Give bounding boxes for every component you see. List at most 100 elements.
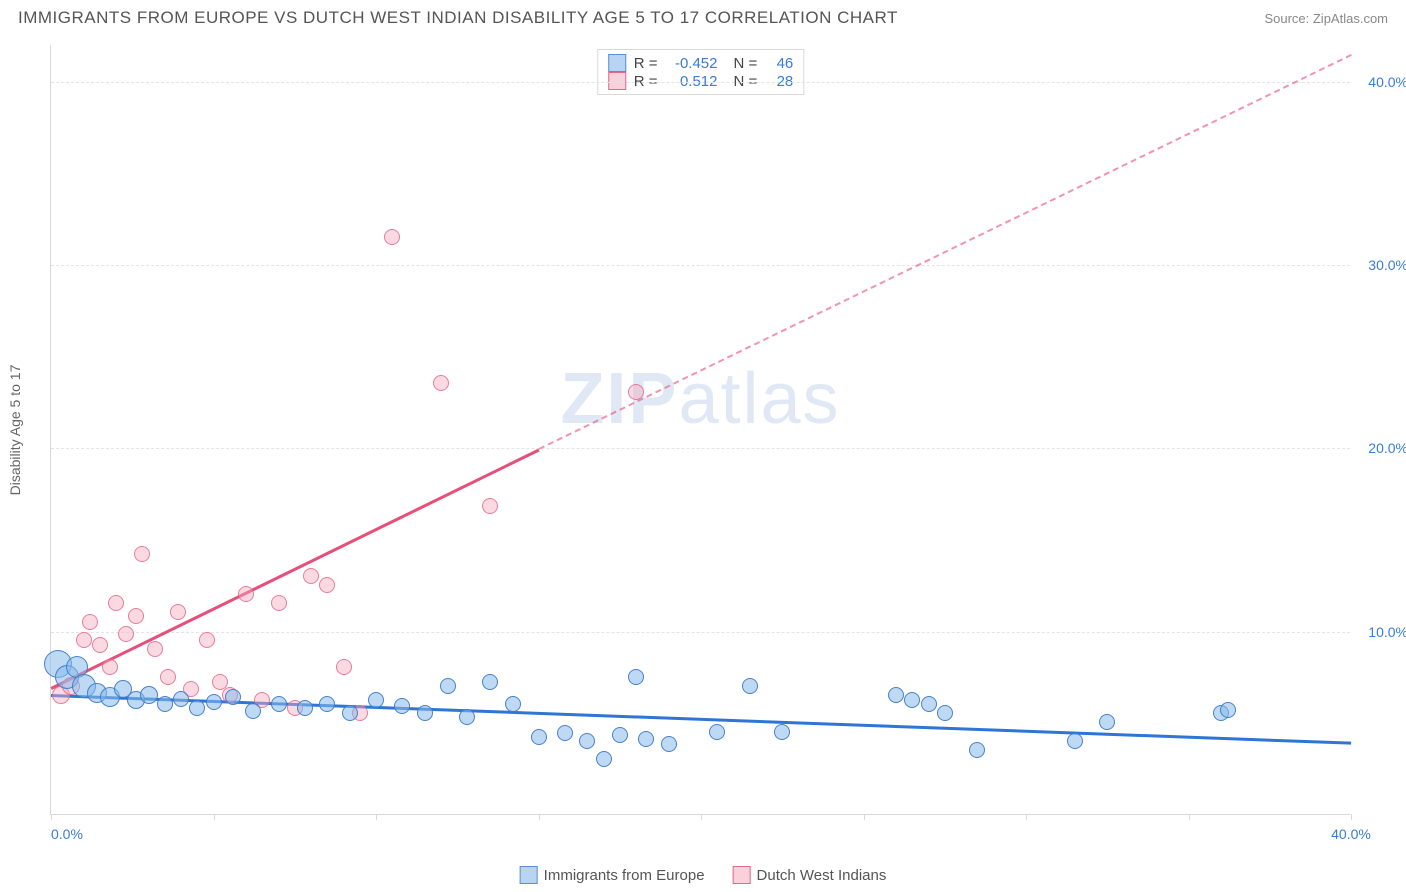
data-point — [199, 632, 215, 648]
data-point — [774, 724, 790, 740]
y-tick-label: 10.0% — [1358, 624, 1406, 640]
watermark-atlas: atlas — [678, 359, 840, 439]
plot-area: Disability Age 5 to 17 R = -0.452 N = 46… — [50, 45, 1350, 815]
x-tick — [376, 814, 377, 820]
data-point — [638, 731, 654, 747]
series-swatch-pink — [733, 866, 751, 884]
correlation-legend: R = -0.452 N = 46 R = 0.512 N = 28 — [597, 49, 805, 95]
data-point — [969, 742, 985, 758]
plot-container: Disability Age 5 to 17 R = -0.452 N = 46… — [50, 45, 1350, 815]
chart-source: Source: ZipAtlas.com — [1264, 11, 1388, 26]
x-tick — [51, 814, 52, 820]
data-point — [596, 751, 612, 767]
data-point — [1220, 702, 1236, 718]
legend-n-value-blue: 46 — [765, 55, 793, 72]
series-legend: Immigrants from Europe Dutch West Indian… — [520, 866, 887, 884]
data-point — [134, 546, 150, 562]
data-point — [433, 375, 449, 391]
trend-line — [50, 448, 539, 689]
data-point — [384, 229, 400, 245]
data-point — [271, 696, 287, 712]
gridline — [51, 82, 1350, 83]
x-tick — [1026, 814, 1027, 820]
x-tick-label: 40.0% — [1331, 826, 1371, 842]
data-point — [319, 577, 335, 593]
data-point — [82, 614, 98, 630]
y-tick-label: 40.0% — [1358, 74, 1406, 90]
data-point — [173, 691, 189, 707]
y-tick-label: 30.0% — [1358, 257, 1406, 273]
data-point — [206, 694, 222, 710]
x-tick — [1351, 814, 1352, 820]
data-point — [271, 595, 287, 611]
data-point — [245, 703, 261, 719]
data-point — [102, 659, 118, 675]
data-point — [157, 696, 173, 712]
data-point — [459, 709, 475, 725]
data-point — [505, 696, 521, 712]
data-point — [1099, 714, 1115, 730]
data-point — [92, 637, 108, 653]
data-point — [189, 700, 205, 716]
legend-swatch-blue — [608, 54, 626, 72]
y-axis-title: Disability Age 5 to 17 — [7, 364, 23, 495]
series-legend-pink: Dutch West Indians — [733, 866, 887, 884]
data-point — [579, 733, 595, 749]
data-point — [336, 659, 352, 675]
gridline — [51, 632, 1350, 633]
x-tick — [701, 814, 702, 820]
data-point — [128, 608, 144, 624]
data-point — [904, 692, 920, 708]
data-point — [118, 626, 134, 642]
x-tick-label: 0.0% — [51, 826, 83, 842]
data-point — [482, 674, 498, 690]
data-point — [170, 604, 186, 620]
x-tick — [214, 814, 215, 820]
data-point — [531, 729, 547, 745]
gridline — [51, 448, 1350, 449]
data-point — [76, 632, 92, 648]
x-tick — [539, 814, 540, 820]
data-point — [742, 678, 758, 694]
data-point — [1067, 733, 1083, 749]
legend-r-label: R = — [634, 55, 658, 72]
data-point — [482, 498, 498, 514]
data-point — [160, 669, 176, 685]
data-point — [888, 687, 904, 703]
series-label-blue: Immigrants from Europe — [544, 867, 705, 884]
data-point — [147, 641, 163, 657]
y-tick-label: 20.0% — [1358, 440, 1406, 456]
data-point — [319, 696, 335, 712]
data-point — [440, 678, 456, 694]
data-point — [225, 689, 241, 705]
x-tick — [1189, 814, 1190, 820]
trend-line — [538, 54, 1351, 450]
data-point — [557, 725, 573, 741]
series-label-pink: Dutch West Indians — [757, 867, 887, 884]
data-point — [612, 727, 628, 743]
trend-line — [51, 694, 1351, 744]
legend-row-blue: R = -0.452 N = 46 — [608, 54, 794, 72]
gridline — [51, 265, 1350, 266]
data-point — [628, 669, 644, 685]
data-point — [303, 568, 319, 584]
data-point — [921, 696, 937, 712]
chart-title: IMMIGRANTS FROM EUROPE VS DUTCH WEST IND… — [18, 8, 898, 28]
data-point — [238, 586, 254, 602]
data-point — [709, 724, 725, 740]
series-legend-blue: Immigrants from Europe — [520, 866, 705, 884]
data-point — [394, 698, 410, 714]
data-point — [628, 384, 644, 400]
series-swatch-blue — [520, 866, 538, 884]
legend-r-value-blue: -0.452 — [666, 55, 718, 72]
data-point — [368, 692, 384, 708]
data-point — [108, 595, 124, 611]
watermark-zip: ZIP — [560, 359, 678, 439]
data-point — [417, 705, 433, 721]
data-point — [937, 705, 953, 721]
legend-n-label: N = — [734, 55, 758, 72]
data-point — [342, 705, 358, 721]
data-point — [297, 700, 313, 716]
data-point — [140, 686, 158, 704]
x-tick — [864, 814, 865, 820]
